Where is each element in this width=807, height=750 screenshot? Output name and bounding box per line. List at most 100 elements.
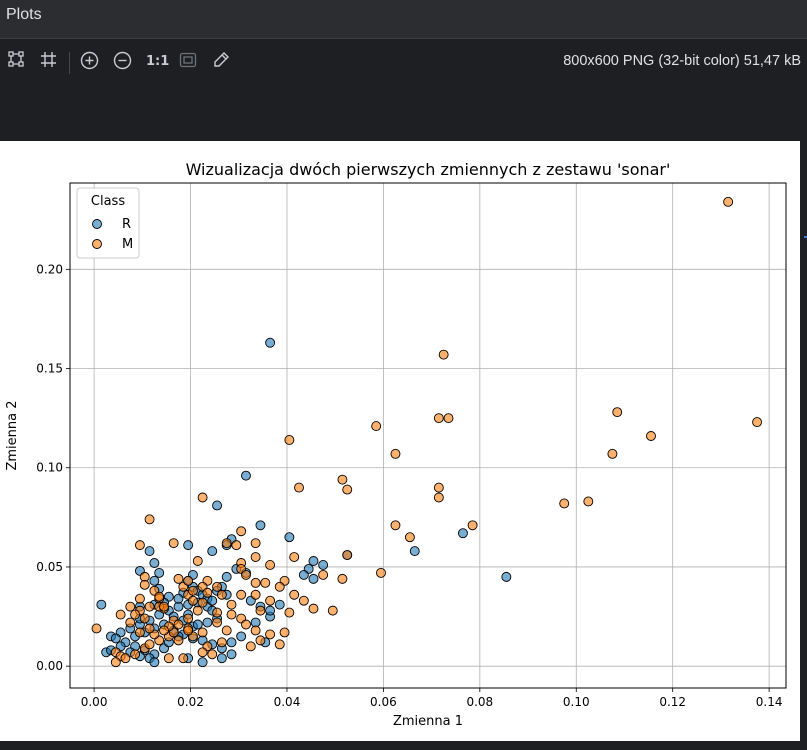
point-m: [265, 629, 276, 640]
x-tick-label: 0.12: [659, 695, 686, 709]
color-picker-icon[interactable]: [212, 51, 230, 69]
y-tick-label: 0.20: [36, 262, 63, 276]
point-m: [183, 575, 194, 586]
y-tick-label: 0.05: [36, 560, 63, 574]
point-r: [144, 546, 155, 557]
point-m: [433, 492, 444, 503]
toolbar-separator: [69, 52, 70, 74]
point-m: [163, 653, 174, 664]
y-tick-label: 0.15: [36, 362, 63, 376]
scroll-marker: [804, 236, 807, 238]
grid-icon[interactable]: [40, 51, 57, 68]
point-m: [207, 649, 218, 660]
scatter-chart: 0.00 0.02 0.04 0.06 0.08 0.10 0.12 0.14 0.00 0.05…: [5, 160, 787, 729]
image-info: 800x600 PNG (32-bit color) 51,47 kB: [563, 53, 801, 69]
point-m: [197, 627, 208, 638]
point-r: [274, 599, 285, 610]
point-m: [255, 605, 266, 616]
point-r: [318, 560, 329, 570]
point-m: [236, 526, 247, 537]
point-m: [192, 556, 203, 566]
point-m: [216, 637, 227, 648]
point-m: [250, 625, 261, 636]
point-r: [216, 653, 227, 664]
point-m: [134, 540, 145, 551]
point-m: [265, 560, 276, 570]
point-m: [250, 552, 261, 562]
point-m: [612, 407, 623, 418]
point-m: [173, 619, 184, 630]
point-m: [110, 657, 121, 668]
point-r: [173, 593, 184, 604]
point-m: [173, 573, 184, 584]
layout-icon[interactable]: [8, 51, 25, 68]
plots-panel-header: Plots: [0, 0, 807, 39]
point-m: [250, 589, 261, 600]
legend-title: Class: [91, 194, 125, 209]
point-m: [144, 514, 155, 525]
point-r: [255, 520, 266, 531]
point-m: [265, 595, 276, 606]
x-axis-label: Zmienna 1: [393, 714, 463, 729]
point-m: [139, 613, 150, 624]
point-m: [337, 474, 348, 485]
point-m: [723, 196, 734, 207]
data-points: [91, 196, 763, 668]
point-m: [197, 597, 208, 608]
x-tick-label: 0.10: [563, 695, 590, 709]
point-m: [318, 569, 329, 580]
zoom-out-icon[interactable]: [113, 51, 132, 70]
point-r: [236, 631, 247, 642]
x-tick-label: 0.00: [81, 695, 108, 709]
legend-box: [76, 187, 140, 259]
axes-frame: [69, 182, 787, 689]
y-tick-label: 0.00: [36, 659, 63, 673]
point-m: [159, 625, 169, 636]
point-m: [438, 349, 449, 360]
point-m: [298, 595, 309, 606]
actual-size-icon[interactable]: 1:1: [146, 54, 170, 69]
point-m: [245, 641, 256, 652]
point-m: [260, 577, 271, 588]
point-m: [226, 609, 237, 620]
x-tick-label: 0.08: [466, 695, 493, 709]
point-m: [144, 639, 155, 650]
point-r: [298, 569, 309, 580]
point-r: [149, 558, 160, 568]
fit-icon[interactable]: [179, 51, 197, 69]
point-m: [134, 627, 145, 638]
point-r: [212, 500, 223, 511]
point-m: [139, 579, 150, 590]
point-m: [467, 520, 478, 531]
point-m: [197, 647, 208, 658]
zoom-in-icon[interactable]: [80, 51, 99, 70]
point-m: [130, 609, 141, 620]
point-m: [183, 625, 194, 636]
point-r: [226, 637, 237, 648]
point-m: [371, 421, 382, 432]
point-r: [110, 633, 121, 644]
point-m: [125, 617, 136, 628]
toolbar-spacer: [0, 85, 807, 141]
point-m: [144, 623, 155, 634]
x-tick-label: 0.04: [274, 695, 301, 709]
point-r: [308, 556, 319, 566]
point-m: [289, 589, 300, 600]
grid-lines: [70, 183, 786, 688]
point-r: [207, 595, 218, 606]
point-m: [115, 609, 126, 620]
point-r: [458, 528, 468, 539]
point-m: [284, 607, 295, 618]
point-r: [241, 470, 251, 481]
point-m: [294, 482, 304, 493]
point-r: [308, 573, 319, 584]
point-m: [390, 448, 401, 459]
point-m: [231, 540, 242, 551]
point-m: [342, 484, 353, 495]
point-r: [221, 571, 232, 582]
legend-marker-m: [92, 239, 102, 249]
point-m: [308, 603, 319, 614]
point-m: [404, 532, 415, 543]
point-m: [255, 635, 266, 646]
chart-title: Wizualizacja dwóch pierwszych zmiennych …: [186, 160, 671, 179]
